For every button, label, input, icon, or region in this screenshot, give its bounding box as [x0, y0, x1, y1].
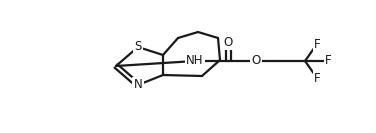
Text: NH: NH	[186, 55, 204, 68]
Text: F: F	[325, 55, 331, 68]
Text: O: O	[252, 55, 261, 68]
Text: S: S	[134, 41, 142, 53]
Text: N: N	[133, 78, 143, 92]
Text: F: F	[314, 38, 320, 51]
Text: F: F	[314, 72, 320, 84]
Text: O: O	[223, 36, 233, 49]
